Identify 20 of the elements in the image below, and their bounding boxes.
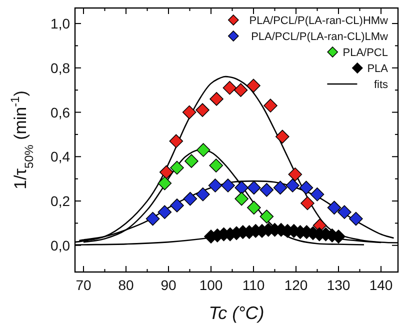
x-tick-label: 130	[326, 277, 350, 293]
x-tick-label: 110	[242, 277, 265, 293]
y-tick-label: 0,8	[50, 60, 70, 76]
legend-label: PLA	[367, 63, 389, 75]
y-tick-label: 1,0	[50, 16, 70, 32]
x-tick-label: 70	[76, 277, 92, 293]
legend-label: PLA/PCL	[342, 47, 388, 59]
y-tick-label: 0,0	[50, 237, 70, 254]
y-tick-label: 0,6	[50, 104, 70, 120]
x-tick-label: 100	[199, 277, 223, 293]
x-tick-label: 80	[118, 277, 134, 293]
y-tick-label: 0,2	[50, 193, 70, 210]
legend-label: PLA/PCL/P(LA-ran-CL)HMw	[249, 15, 388, 27]
legend-label: fits	[374, 79, 388, 91]
x-tick-label: 120	[284, 277, 308, 293]
y-tick-label: 0,4	[50, 148, 70, 165]
x-tick-label: 140	[369, 277, 393, 293]
legend-label: PLA/PCL/P(LA-ran-CL)LMw	[251, 31, 388, 43]
x-axis-title: Tc (°C)	[208, 303, 264, 323]
x-tick-label: 90	[160, 277, 176, 293]
